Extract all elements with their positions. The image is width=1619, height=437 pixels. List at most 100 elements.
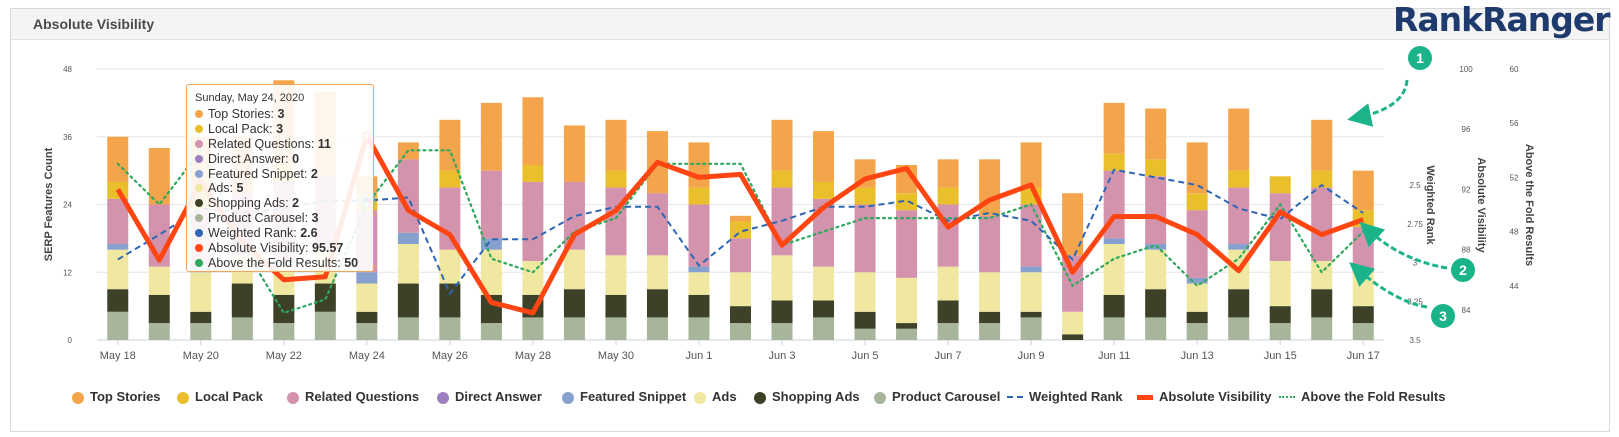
bar-segment-related-questions	[979, 215, 1001, 273]
tooltip-series-value: 3	[276, 121, 284, 136]
callout-number: 1	[1416, 50, 1424, 66]
bar-segment-product-carousel	[771, 323, 793, 340]
bar-segment-ads	[148, 266, 170, 295]
bar-segment-shopping-ads	[563, 289, 585, 318]
legend-item[interactable]: Weighted Rank	[1007, 389, 1123, 404]
callout-arrow	[1347, 79, 1409, 127]
right-tick-label: 92	[1462, 185, 1471, 194]
tooltip-series-value: 3	[311, 211, 319, 226]
bar-segment-related-questions	[688, 204, 710, 267]
bar-segment-shopping-ads	[896, 323, 918, 329]
bar-segment-product-carousel	[1228, 317, 1250, 340]
tooltip-series-dot	[195, 184, 203, 193]
legend-item[interactable]: Shopping Ads	[754, 389, 860, 404]
legend-label: Featured Snippet	[580, 389, 687, 404]
tooltip-series-value: 95.57	[312, 241, 344, 256]
tooltip-series-dot	[195, 229, 203, 238]
bar-segment-shopping-ads	[937, 300, 959, 324]
callout-arrow	[1349, 262, 1428, 309]
tooltip-date: Sunday, May 24, 2020	[195, 92, 305, 104]
bar-segment-featured-snippet	[1228, 244, 1250, 250]
right-axis-title: Weighted Rank	[1424, 165, 1436, 245]
legend-item[interactable]: Related Questions	[287, 389, 419, 404]
bar-segment-product-carousel	[1269, 323, 1291, 340]
right-tick-label: 84	[1462, 306, 1471, 315]
legend-swatch	[694, 392, 706, 404]
bar-segment-local-pack	[1269, 176, 1291, 194]
bar-segment-product-carousel	[605, 317, 627, 340]
bar-segment-related-questions	[646, 193, 668, 256]
panel-header: Absolute Visibility	[11, 9, 1609, 40]
legend-swatch	[754, 392, 766, 404]
bar-segment-ads	[563, 249, 585, 290]
bar-segment-featured-snippet	[356, 272, 378, 284]
bar-segment-top-stories	[1228, 108, 1250, 171]
legend-item[interactable]: Product Carousel	[874, 389, 1000, 404]
tooltip-row: Above the Fold Results: 50	[195, 256, 365, 271]
bar-segment-shopping-ads	[1269, 306, 1291, 324]
legend-swatch	[287, 392, 299, 404]
tooltip-row: Featured Snippet: 2	[195, 167, 365, 182]
tooltip-series-dot	[195, 139, 203, 148]
bar-segment-product-carousel	[148, 323, 170, 340]
legend-item[interactable]: Local Pack	[177, 389, 263, 404]
bar-segment-local-pack	[522, 164, 544, 182]
bar-segment-ads	[190, 272, 212, 312]
bar-segment-local-pack	[1228, 170, 1250, 188]
bar-segment-top-stories	[1186, 142, 1208, 194]
right-tick-label: 2.5	[1409, 181, 1421, 190]
legend-swatch	[1137, 395, 1153, 400]
right-tick-label: 88	[1462, 246, 1471, 255]
bar-segment-top-stories	[937, 159, 959, 188]
bar-segment-top-stories	[1145, 108, 1167, 160]
panel-title: Absolute Visibility	[33, 16, 155, 32]
x-tick-label: Jun 5	[852, 350, 879, 362]
legend-item[interactable]: Direct Answer	[437, 389, 542, 404]
bar-segment-top-stories	[1352, 170, 1374, 211]
bar-segment-shopping-ads	[1103, 294, 1125, 318]
bar-segment-ads	[1186, 283, 1208, 312]
bar-segment-product-carousel	[356, 323, 378, 340]
x-tick-label: Jun 11	[1098, 350, 1130, 362]
bar-segment-featured-snippet	[480, 238, 502, 250]
right-tick-label: 52	[1510, 173, 1519, 182]
bar-segment-ads	[1020, 272, 1042, 312]
x-tick-label: May 22	[266, 350, 302, 362]
bar-segment-local-pack	[896, 193, 918, 211]
tooltip-series-value: 2.6	[300, 226, 318, 241]
legend-item[interactable]: Featured Snippet	[562, 389, 686, 404]
right-tick-label: 44	[1510, 282, 1519, 291]
tooltip-row: Local Pack: 3	[195, 122, 365, 137]
bar-segment-featured-snippet	[107, 244, 129, 250]
bar-segment-local-pack	[1186, 193, 1208, 211]
legend-item[interactable]: Ads	[694, 389, 737, 404]
legend-label: Direct Answer	[455, 389, 542, 404]
bar-segment-product-carousel	[273, 323, 295, 340]
bar-segment-shopping-ads	[854, 311, 876, 329]
bar-segment-top-stories	[771, 119, 793, 171]
bar-segment-related-questions	[896, 210, 918, 278]
legend-item[interactable]: Top Stories	[72, 389, 161, 404]
tooltip-series-value: 0	[292, 151, 300, 166]
bar-segment-product-carousel	[896, 328, 918, 340]
bar-segment-related-questions	[1311, 187, 1333, 261]
legend-item[interactable]: Above the Fold Results	[1279, 389, 1445, 404]
right-tick-label: 3.25	[1407, 297, 1423, 306]
tooltip-row: Ads: 5	[195, 181, 365, 196]
tooltip-series-dot	[195, 214, 203, 223]
bar-segment-ads	[107, 249, 129, 290]
legend-label: Weighted Rank	[1029, 389, 1123, 404]
bar-segment-product-carousel	[688, 317, 710, 340]
legend-item[interactable]: Absolute Visibility	[1137, 389, 1271, 404]
legend-label: Absolute Visibility	[1159, 389, 1272, 404]
tooltip-series-label: Shopping Ads:	[208, 196, 293, 211]
bar-segment-shopping-ads	[1228, 289, 1250, 318]
absolute-visibility-line	[115, 133, 1365, 316]
left-tick-label: 48	[63, 65, 72, 74]
tooltip-series-label: Related Questions:	[208, 136, 318, 151]
bar-segment-ads	[937, 266, 959, 301]
bar-segment-top-stories	[813, 131, 835, 182]
callout-number: 3	[1439, 308, 1447, 324]
bar-segment-product-carousel	[730, 323, 751, 340]
x-tick-label: Jun 3	[769, 350, 796, 362]
